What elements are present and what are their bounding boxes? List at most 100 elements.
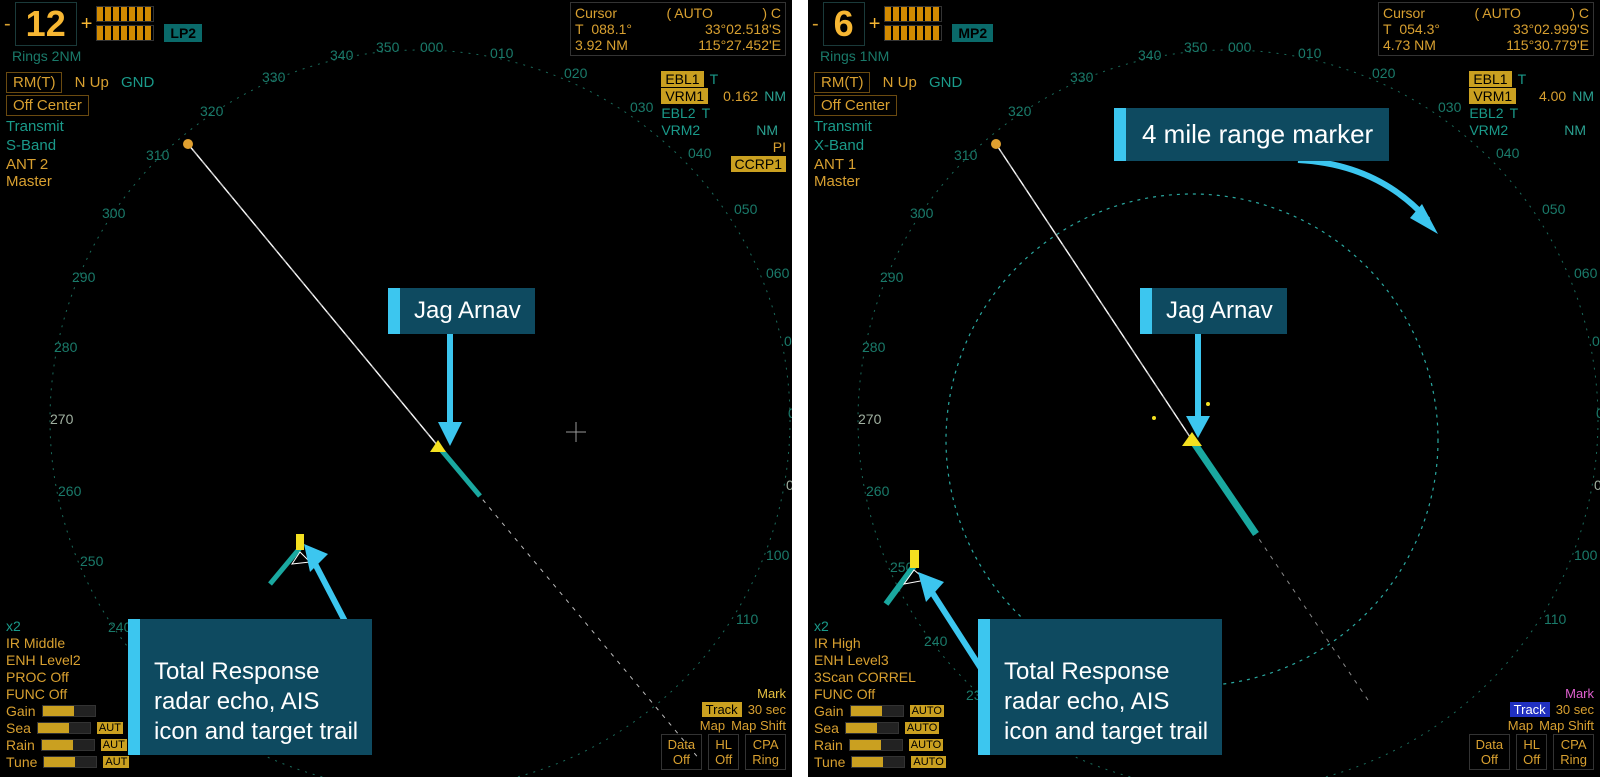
callout-total-response-right: Total Response radar echo, AIS icon and … (978, 619, 1222, 755)
range-selector[interactable]: - 6 + MP2 (812, 4, 993, 44)
ebl1-t: T (710, 71, 719, 87)
vrm2-unit: NM (756, 122, 778, 138)
data-off-button[interactable]: Data Off (1469, 734, 1510, 770)
range-plus-icon[interactable]: + (869, 13, 881, 36)
ccrp-label[interactable]: CCRP1 (731, 156, 786, 172)
gain-slider[interactable] (42, 705, 96, 717)
svg-text:350: 350 (1184, 39, 1208, 55)
motion-mode[interactable]: RM(T) (814, 72, 870, 93)
svg-text:320: 320 (1008, 103, 1032, 119)
vrm1-label[interactable]: VRM1 (1469, 88, 1516, 104)
status-stack: RM(T) N Up GND Off Center Transmit X-Ban… (814, 70, 962, 192)
sea-auto[interactable]: AUT (97, 722, 123, 734)
func-setting[interactable]: FUNC Off (814, 686, 946, 702)
sea-slider[interactable] (845, 722, 899, 734)
tune-auto[interactable]: AUTO (911, 756, 945, 768)
range-plus-icon[interactable]: + (81, 13, 93, 36)
map-shift-label[interactable]: Map Shift (1539, 718, 1594, 733)
transmit-status[interactable]: Transmit (6, 118, 154, 135)
gain-auto[interactable]: AUTO (910, 705, 944, 717)
cursor-range: 4.73 NM (1383, 37, 1436, 53)
rain-label: Rain (6, 737, 35, 753)
svg-text:030: 030 (630, 99, 654, 115)
transmit-status[interactable]: Transmit (814, 118, 962, 135)
tune-auto[interactable]: AUT (103, 756, 129, 768)
cursor-title-r: ) C (1570, 5, 1589, 21)
vrm1-value: 4.00 (1522, 88, 1566, 104)
cursor-range: 3.92 NM (575, 37, 628, 53)
vrm2-label[interactable]: VRM2 (1469, 122, 1508, 138)
panel-divider (792, 0, 808, 777)
cursor-brg-lbl: T (1383, 21, 1392, 37)
stab-mode[interactable]: GND (929, 74, 962, 91)
ir-setting[interactable]: IR Middle (6, 635, 129, 651)
svg-text:260: 260 (58, 483, 82, 499)
range-bar-upper (96, 6, 154, 22)
func-setting[interactable]: FUNC Off (6, 686, 129, 702)
svg-text:050: 050 (1542, 201, 1566, 217)
mark-label[interactable]: Mark (1565, 686, 1594, 701)
cpa-ring-button[interactable]: CPA Ring (745, 734, 786, 770)
rain-auto[interactable]: AUTO (909, 739, 943, 751)
enh-setting[interactable]: ENH Level2 (6, 652, 129, 668)
ebl1-label[interactable]: EBL1 (661, 71, 703, 87)
gain-slider[interactable] (850, 705, 904, 717)
antenna-status: ANT 2 Master (6, 156, 154, 190)
map-label[interactable]: Map (1508, 718, 1533, 733)
cursor-title-r: ) C (762, 5, 781, 21)
vrm1-label[interactable]: VRM1 (661, 88, 708, 104)
cursor-lat: 33°02.999'S (1513, 21, 1589, 37)
cursor-title: Cursor (575, 5, 617, 21)
cpa-ring-button[interactable]: CPA Ring (1553, 734, 1594, 770)
tune-slider[interactable] (851, 756, 905, 768)
orientation-mode[interactable]: N Up (75, 74, 109, 91)
rain-slider[interactable] (41, 739, 95, 751)
ebl2-label[interactable]: EBL2 (661, 105, 695, 121)
pulse-mode-badge[interactable]: LP2 (164, 24, 202, 42)
vrm1-unit: NM (764, 88, 786, 104)
svg-text:340: 340 (1138, 47, 1162, 63)
ebl2-label[interactable]: EBL2 (1469, 105, 1503, 121)
callout-4mile-text: 4 mile range marker (1142, 119, 1373, 149)
map-label[interactable]: Map (700, 718, 725, 733)
track-label[interactable]: Track (702, 702, 742, 717)
stab-mode[interactable]: GND (121, 74, 154, 91)
svg-text:260: 260 (866, 483, 890, 499)
sea-slider[interactable] (37, 722, 91, 734)
rain-slider[interactable] (849, 739, 903, 751)
svg-text:280: 280 (54, 339, 78, 355)
track-label[interactable]: Track (1510, 702, 1550, 717)
hl-off-button[interactable]: HL Off (1516, 734, 1547, 770)
off-center-button[interactable]: Off Center (814, 95, 897, 116)
range-minus-icon[interactable]: - (812, 13, 819, 36)
ebl1-label[interactable]: EBL1 (1469, 71, 1511, 87)
proc-setting[interactable]: PROC Off (6, 669, 129, 685)
vrm2-label[interactable]: VRM2 (661, 122, 700, 138)
sea-label: Sea (814, 720, 839, 736)
svg-text:330: 330 (1070, 69, 1094, 85)
pi-label[interactable]: PI (773, 139, 786, 155)
sea-auto[interactable]: AUTO (905, 722, 939, 734)
pulse-mode-badge[interactable]: MP2 (952, 24, 993, 42)
range-selector[interactable]: - 12 + LP2 (4, 4, 202, 44)
hl-off-button[interactable]: HL Off (708, 734, 739, 770)
svg-text:100: 100 (1574, 547, 1598, 563)
gain-label: Gain (814, 703, 844, 719)
map-shift-label[interactable]: Map Shift (731, 718, 786, 733)
svg-text:300: 300 (910, 205, 934, 221)
range-minus-icon[interactable]: - (4, 13, 11, 36)
off-center-button[interactable]: Off Center (6, 95, 89, 116)
svg-text:110: 110 (1544, 611, 1567, 627)
orientation-mode[interactable]: N Up (883, 74, 917, 91)
rain-auto[interactable]: AUT (101, 739, 127, 751)
antenna-status: ANT 1 Master (814, 156, 962, 190)
data-off-button[interactable]: Data Off (661, 734, 702, 770)
svg-text:100: 100 (766, 547, 790, 563)
svg-text:080: 080 (788, 405, 792, 421)
zoom-x2[interactable]: x2 (6, 618, 129, 634)
mark-label[interactable]: Mark (757, 686, 786, 701)
motion-mode[interactable]: RM(T) (6, 72, 62, 93)
tune-slider[interactable] (43, 756, 97, 768)
cursor-bearing: 088.1° (591, 21, 632, 37)
track-value: 30 sec (748, 702, 786, 717)
